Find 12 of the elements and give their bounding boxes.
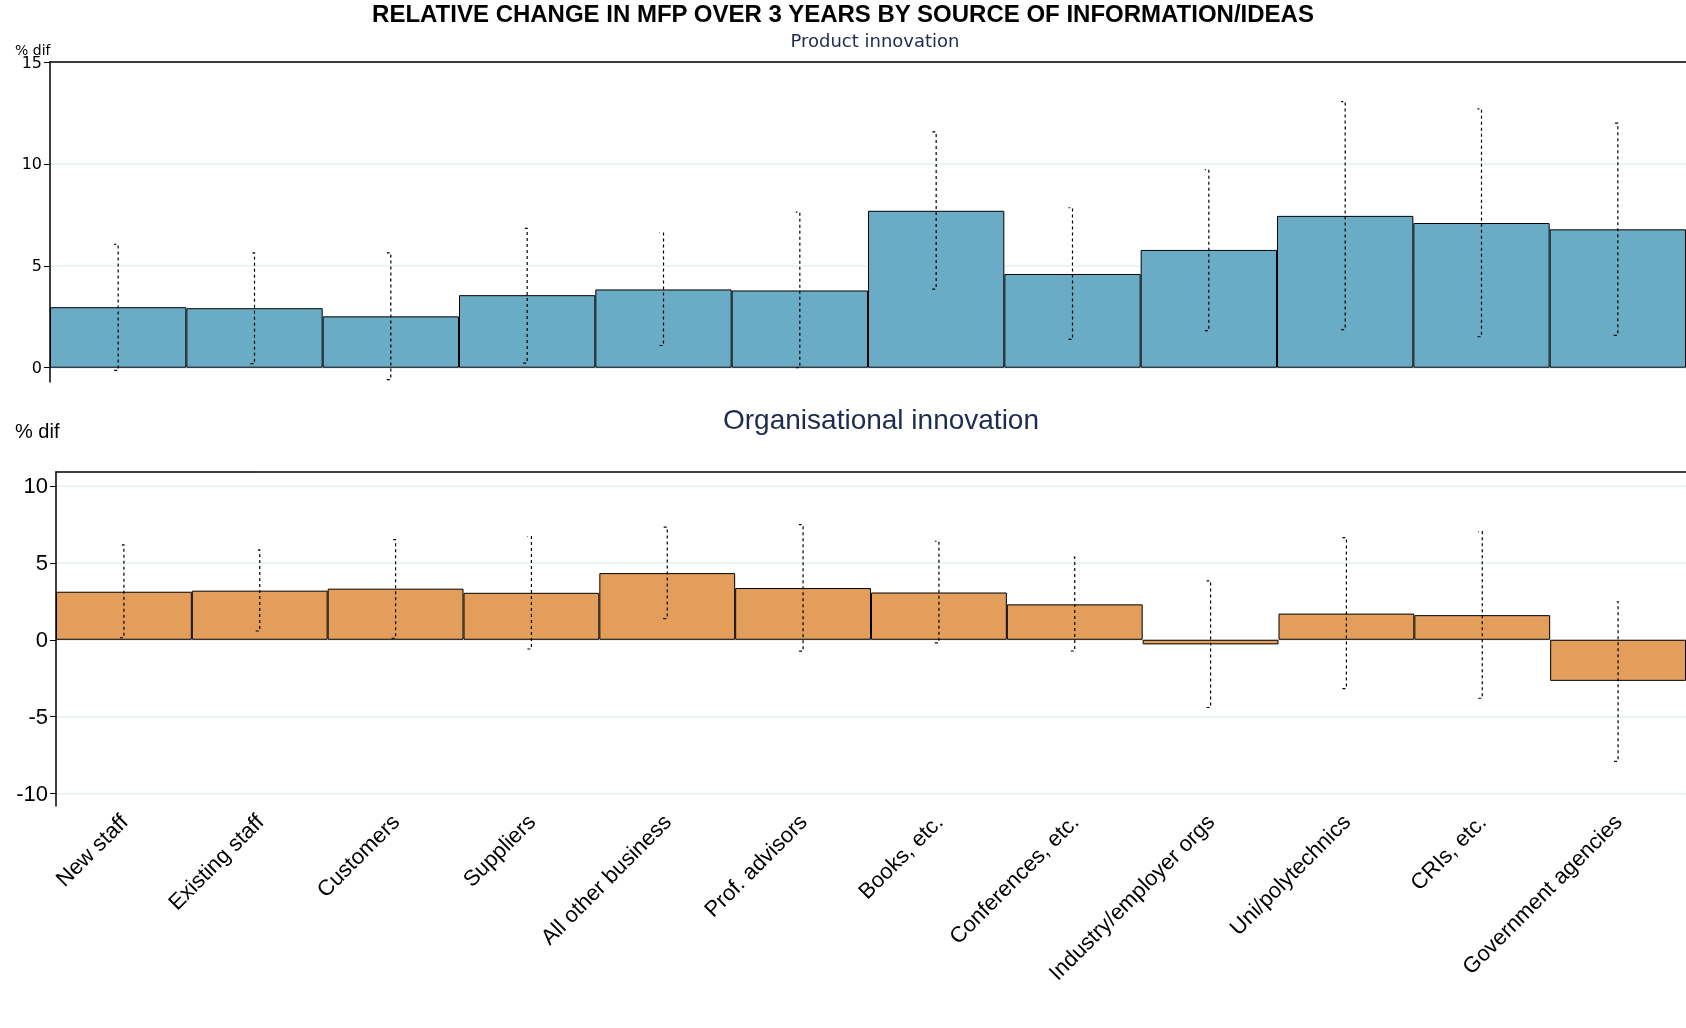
chart-title: RELATIVE CHANGE IN MFP OVER 3 YEARS BY SOURCE OF INFORMATION/IDEAS: [372, 0, 1314, 27]
y-tick-label: 0: [31, 358, 42, 378]
y-tick-label: 10: [21, 154, 42, 174]
chart-subtitle: Product innovation: [790, 29, 960, 51]
y-tick-label: 5: [31, 256, 42, 276]
y-tick-label: 5: [35, 550, 48, 576]
chart-title: Organisational innovation: [723, 403, 1039, 435]
y-tick-label: 0: [35, 627, 48, 653]
y-tick-label: -5: [28, 704, 48, 730]
y-axis-title: % dif: [15, 420, 60, 442]
y-tick-label: 10: [23, 473, 48, 499]
y-tick-label: -10: [16, 781, 48, 807]
